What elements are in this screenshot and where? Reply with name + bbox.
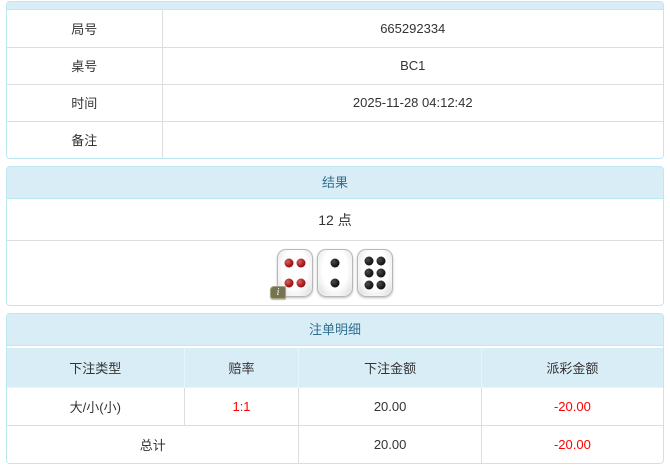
result-panel-title: 结果 — [7, 167, 663, 199]
die-pip — [284, 278, 294, 288]
table-row: 局号 665292334 — [7, 10, 663, 48]
total-row: 总计 20.00 -20.00 — [7, 424, 663, 463]
round-number-value: 665292334 — [161, 10, 663, 48]
die-pip — [376, 268, 386, 278]
result-points: 12 点 — [7, 199, 663, 241]
die-pip — [364, 256, 374, 266]
round-number-label: 局号 — [7, 10, 163, 48]
die-pip — [330, 278, 340, 288]
payout-cell: -20.00 — [480, 386, 663, 426]
total-payout-cell: -20.00 — [480, 424, 663, 463]
bet-details-title: 注单明细 — [7, 314, 663, 346]
remark-label: 备注 — [7, 120, 163, 158]
result-panel: 结果 12 点 i — [6, 166, 664, 306]
die-pip — [296, 258, 306, 268]
time-value: 2025-11-28 04:12:42 — [161, 83, 663, 122]
table-row: 时间 2025-11-28 04:12:42 — [7, 83, 663, 122]
column-header-odds: 赔率 — [183, 347, 300, 388]
die-pip — [364, 268, 374, 278]
column-header-bet-amount: 下注金额 — [298, 347, 482, 388]
die-pip — [284, 258, 294, 268]
odds-cell: 1:1 — [183, 386, 300, 426]
bet-amount-cell: 20.00 — [298, 386, 482, 426]
table-row: 大/小(小) 1:1 20.00 -20.00 — [7, 386, 663, 426]
die-1-showing-4: i — [270, 249, 313, 299]
die-pip — [296, 278, 306, 288]
column-header-bet-type: 下注类型 — [7, 347, 185, 388]
column-header-payout: 派彩金额 — [480, 347, 663, 388]
table-number-value: BC1 — [161, 46, 663, 85]
game-info-table: 局号 665292334 桌号 BC1 时间 2025-11-28 04:12:… — [7, 10, 663, 158]
time-label: 时间 — [7, 83, 163, 122]
game-info-panel-header-strip — [7, 2, 663, 10]
game-info-panel: 局号 665292334 桌号 BC1 时间 2025-11-28 04:12:… — [6, 1, 664, 159]
table-header-row: 下注类型 赔率 下注金额 派彩金额 — [7, 347, 663, 388]
total-label-cell: 总计 — [7, 424, 300, 463]
total-bet-amount-cell: 20.00 — [298, 424, 482, 463]
bet-details-table: 下注类型 赔率 下注金额 派彩金额 大/小(小) 1:1 20.00 -20.0… — [7, 346, 663, 463]
remark-value — [161, 120, 663, 158]
dice-row: i — [7, 241, 663, 305]
die-2-showing-2 — [317, 249, 353, 297]
die-pip — [376, 280, 386, 290]
die-pip — [330, 258, 340, 268]
bet-type-cell: 大/小(小) — [7, 386, 185, 426]
die-3-showing-6 — [357, 249, 393, 297]
die-pip — [364, 280, 374, 290]
info-badge-icon[interactable]: i — [270, 286, 286, 299]
table-row: 备注 — [7, 120, 663, 158]
bet-details-panel: 注单明细 下注类型 赔率 下注金额 派彩金额 大/小(小) 1:1 20.00 … — [6, 313, 664, 464]
table-number-label: 桌号 — [7, 46, 163, 85]
table-row: 桌号 BC1 — [7, 46, 663, 85]
die-pip — [376, 256, 386, 266]
